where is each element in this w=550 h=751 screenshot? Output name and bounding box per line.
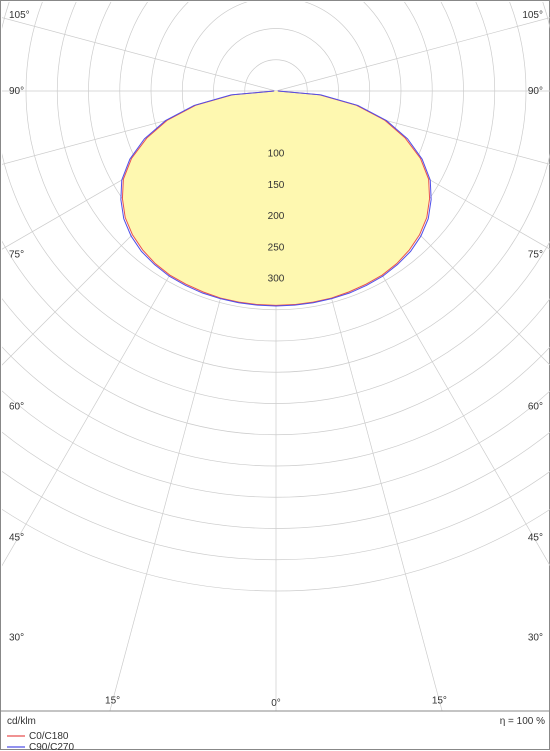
angle-label: 90° <box>528 86 543 97</box>
angle-label: 30° <box>9 633 24 644</box>
angle-label: 15° <box>432 696 447 707</box>
angle-label: 15° <box>105 696 120 707</box>
angle-label: 60° <box>9 402 24 413</box>
angle-label: 90° <box>9 86 24 97</box>
ring-label: 250 <box>268 242 285 253</box>
angle-label: 30° <box>528 633 543 644</box>
angle-label: 105° <box>9 10 30 21</box>
footer-right-text: η = 100 % <box>500 716 545 727</box>
angle-label: 45° <box>9 532 24 543</box>
footer-left-text: cd/klm <box>7 716 36 727</box>
angle-label: 45° <box>528 532 543 543</box>
angle-label: 75° <box>9 249 24 260</box>
angle-label: 75° <box>528 249 543 260</box>
angle-grid-line <box>276 1 550 91</box>
angle-label: 0° <box>271 698 281 709</box>
angle-label: 60° <box>528 402 543 413</box>
legend-label: C0/C180 <box>29 731 69 742</box>
chart-canvas: 100 150 200 250 300 105° 90° 75° 60° 45° 30° 15° 0° 1… <box>1 1 550 751</box>
ring-label: 100 <box>268 149 285 160</box>
ring-label: 150 <box>268 180 285 191</box>
polar-chart: 100 150 200 250 300 105° 90° 75° 60° 45° 30° 15° 0° 1… <box>0 0 550 750</box>
ring-label: 200 <box>268 211 285 222</box>
angle-label: 105° <box>522 10 543 21</box>
ring-label: 300 <box>268 274 285 285</box>
angle-grid-line <box>1 1 276 91</box>
